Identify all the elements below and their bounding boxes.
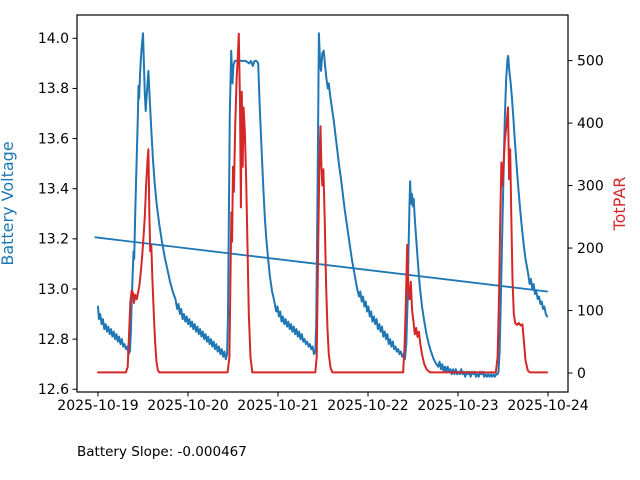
plot-border <box>76 14 569 393</box>
left-axis-title: Battery Voltage <box>0 141 17 265</box>
right-tick-label: 200 <box>577 241 604 257</box>
left-tick-label: 12.8 <box>38 332 69 348</box>
left-tick-label: 13.4 <box>38 182 69 198</box>
x-tick-label: 2025-10-23 <box>417 398 498 414</box>
stat-battery-slope: Battery Slope: -0.000467 <box>77 443 247 460</box>
battery-trend-line <box>94 236 548 293</box>
x-tick-label: 2025-10-22 <box>327 398 408 414</box>
right-tick-label: 400 <box>577 116 604 132</box>
stats-text-block: Battery Slope: -0.000467 Battery Min: 12… <box>77 414 359 480</box>
left-tick-label: 13.2 <box>38 232 69 248</box>
x-tick-label: 2025-10-24 <box>507 398 588 414</box>
left-tick-label: 13.8 <box>38 81 69 97</box>
left-tick-label: 14.0 <box>38 31 69 47</box>
right-tick-label: 300 <box>577 178 604 194</box>
right-axis: 0 100 200 300 400 500 TotPAR <box>568 53 629 382</box>
x-tick-label: 2025-10-21 <box>237 398 318 414</box>
right-tick-label: 500 <box>577 53 604 69</box>
left-axis: 12.6 12.8 13.0 13.2 13.4 13.6 13.8 14.0 Battery … <box>0 31 77 398</box>
left-tick-label: 13.0 <box>38 282 69 298</box>
battery-voltage-line <box>97 32 549 378</box>
totpar-line <box>97 32 549 374</box>
right-axis-title: TotPAR <box>610 177 629 232</box>
series-group <box>94 32 549 378</box>
right-tick-label: 100 <box>577 303 604 319</box>
left-tick-label: 12.6 <box>38 382 69 398</box>
x-tick-label: 2025-10-20 <box>147 398 228 414</box>
left-tick-label: 13.6 <box>38 131 69 147</box>
x-tick-label: 2025-10-19 <box>57 398 138 414</box>
x-axis: 2025-10-19 2025-10-20 2025-10-21 2025-10-22… <box>57 392 589 414</box>
right-tick-label: 0 <box>577 366 586 382</box>
